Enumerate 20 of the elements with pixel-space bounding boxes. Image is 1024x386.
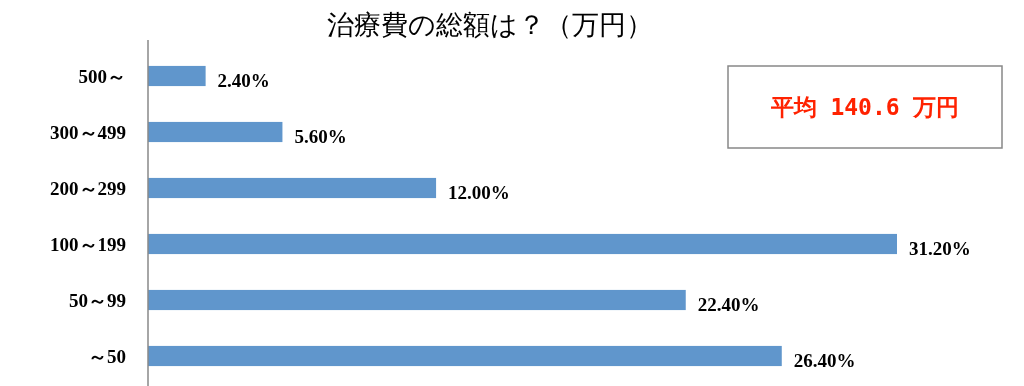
bar <box>148 345 782 367</box>
annotation: 平均 140.6 万円 <box>769 94 960 120</box>
y-tick-label: 500～ <box>78 65 126 87</box>
bar <box>148 121 283 143</box>
data-label: 2.40% <box>217 69 270 91</box>
bar <box>148 177 437 199</box>
y-tick-label: 100～199 <box>50 233 126 255</box>
bar <box>148 289 686 311</box>
y-tick-label: 50～99 <box>69 289 126 311</box>
data-label: 26.40% <box>793 349 856 371</box>
bar <box>148 65 206 87</box>
data-label: 31.20% <box>909 237 971 259</box>
y-tick-label: 300～499 <box>50 121 126 143</box>
data-label: 22.40% <box>697 293 760 315</box>
chart-title: 治療費の総額は？（万円） <box>327 8 653 40</box>
y-tick-label: ～50 <box>88 345 126 367</box>
y-tick-label: 200～299 <box>50 177 126 199</box>
data-label: 5.60% <box>294 125 347 147</box>
data-label: 12.00% <box>448 181 510 203</box>
bar <box>148 233 897 255</box>
